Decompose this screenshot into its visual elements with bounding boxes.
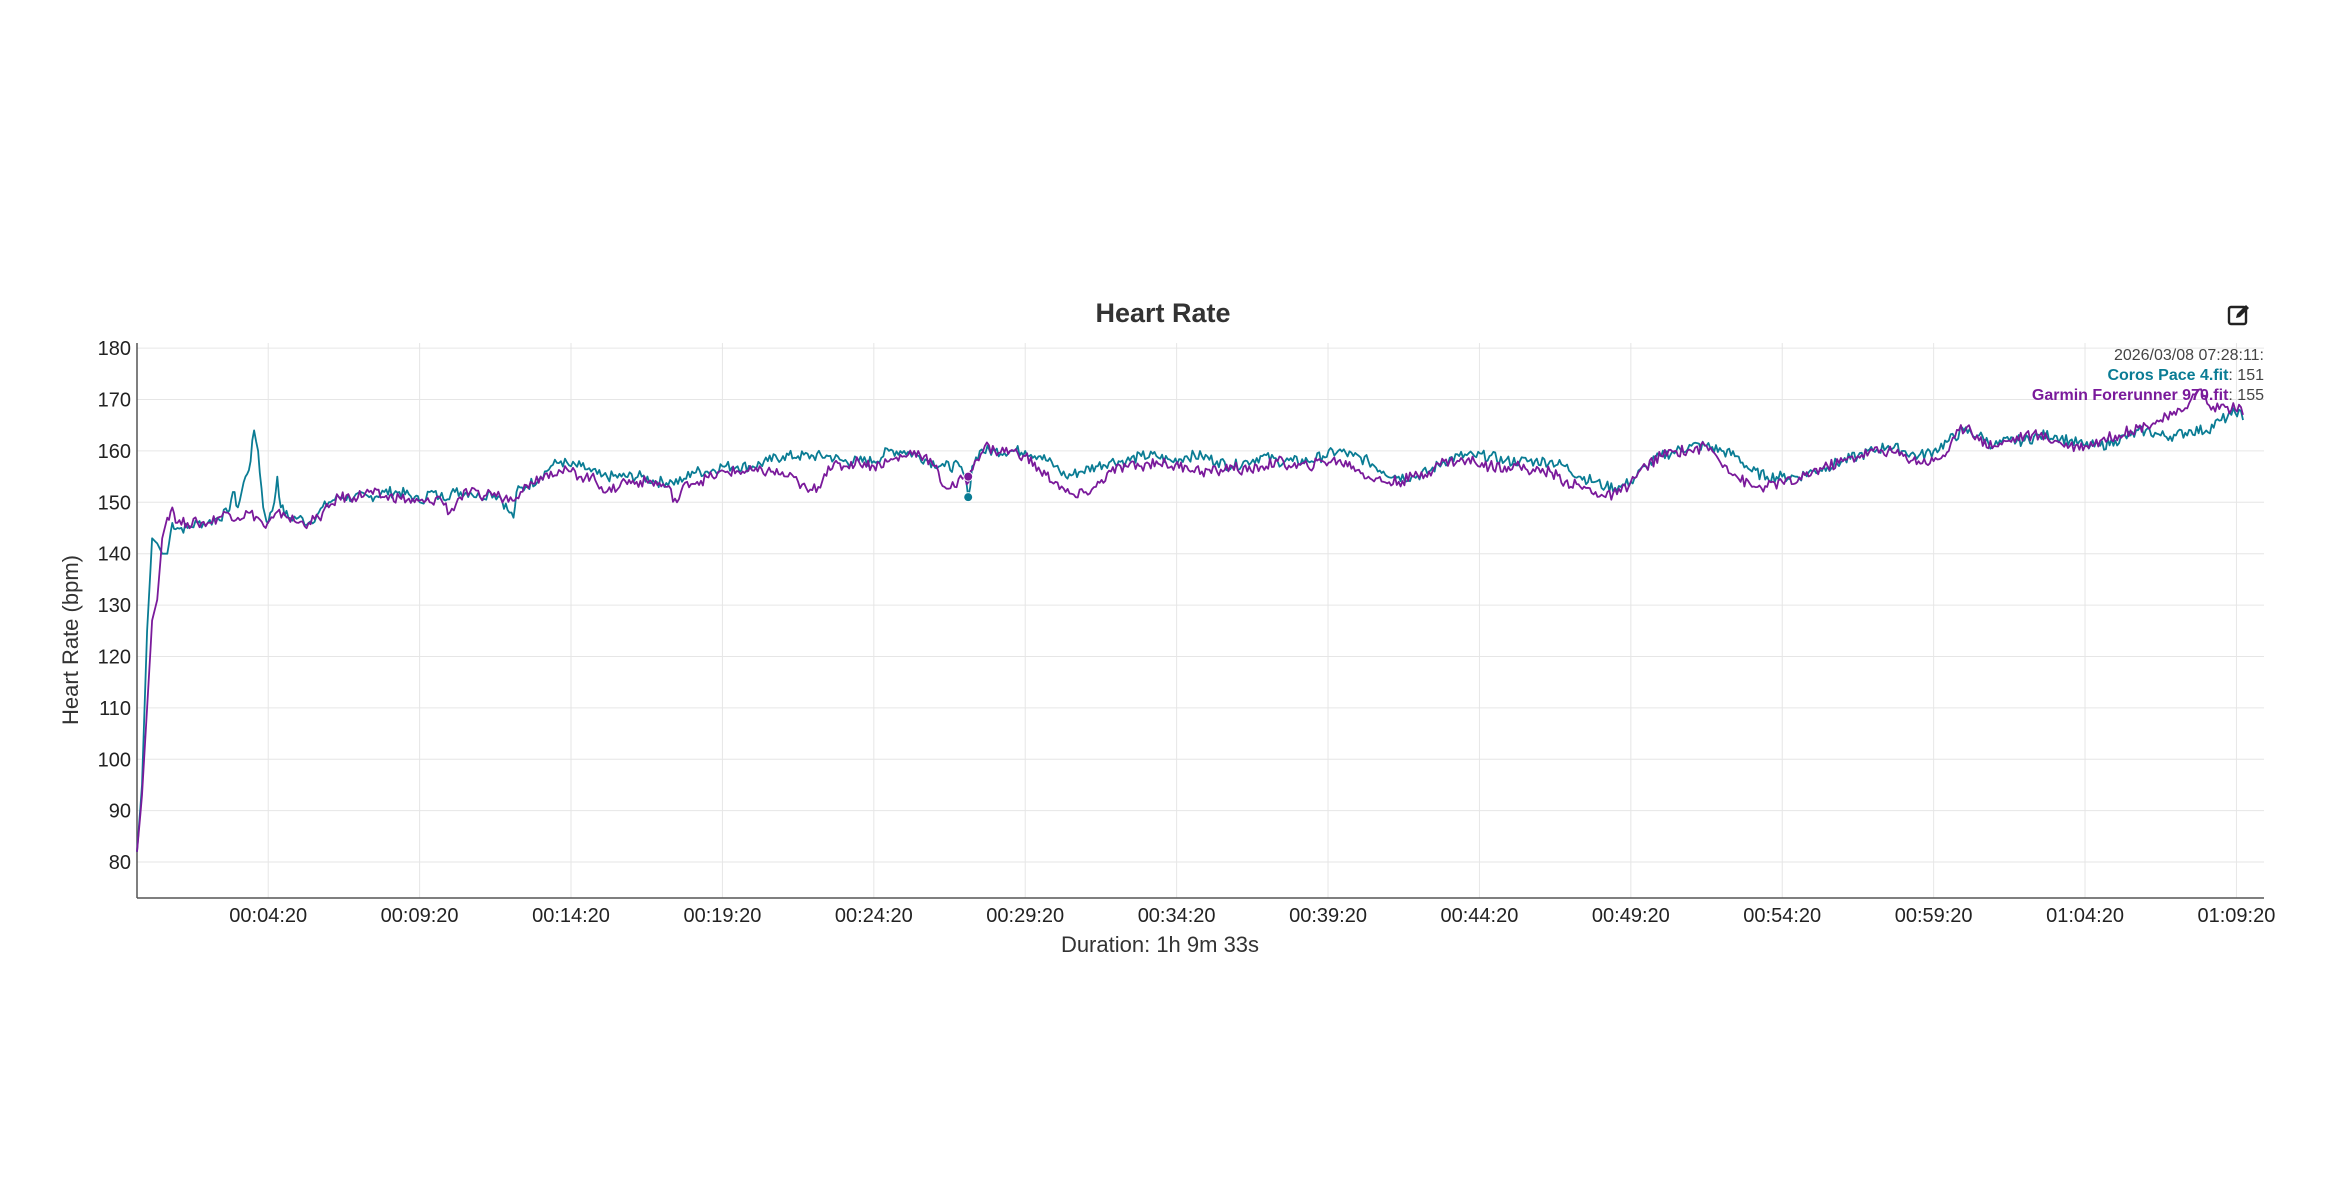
hover-point: [963, 492, 974, 503]
tooltip-row-coros: Coros Pace 4.fit: 151: [2107, 367, 2264, 384]
x-ticks: 00:04:20 00:09:20 00:14:20 00:19:20 00:24:20…: [229, 905, 2275, 927]
x-tick-label: 00:59:20: [1895, 905, 1973, 927]
chart-title: Heart Rate: [1095, 298, 1230, 328]
y-tick-label: 170: [98, 390, 131, 412]
tooltip-series-name: Garmin Forerunner 970.fit: [2032, 387, 2229, 404]
tooltip-series-value: 151: [2237, 367, 2264, 384]
tooltip: 2026/03/08 07:28:11: Coros Pace 4.fit: 1…: [2032, 347, 2264, 404]
x-tick-label: 00:34:20: [1138, 905, 1216, 927]
tooltip-timestamp: 2026/03/08 07:28:11:: [2114, 347, 2264, 364]
hover-point: [963, 471, 974, 482]
x-tick-label: 01:04:20: [2046, 905, 2124, 927]
tooltip-row-garmin: Garmin Forerunner 970.fit: 155: [2032, 387, 2264, 404]
tooltip-series-name: Coros Pace 4.fit: [2107, 367, 2229, 384]
y-tick-label: 150: [98, 492, 131, 514]
x-tick-label: 00:44:20: [1441, 905, 1519, 927]
edit-icon: [2227, 305, 2249, 326]
x-tick-label: 01:09:20: [2198, 905, 2276, 927]
series-line: [136, 388, 2244, 852]
y-tick-label: 110: [99, 698, 131, 720]
y-tick-label: 130: [98, 595, 131, 617]
y-tick-label: 120: [98, 646, 131, 668]
x-tick-label: 00:49:20: [1592, 905, 1670, 927]
x-tick-label: 00:14:20: [532, 905, 610, 927]
y-tick-label: 100: [98, 749, 131, 771]
x-axis-label: Duration: 1h 9m 33s: [1061, 932, 1259, 957]
tooltip-series-value: 155: [2237, 387, 2264, 404]
y-tick-label: 140: [98, 544, 131, 566]
y-tick-label: 160: [98, 441, 131, 463]
x-tick-label: 00:29:20: [986, 905, 1064, 927]
y-ticks: 80 90 100 110 120 130 140 150 160 170 180: [98, 338, 131, 874]
x-tick-label: 00:39:20: [1289, 905, 1367, 927]
x-tick-label: 00:19:20: [683, 905, 761, 927]
grid: [137, 343, 2264, 898]
y-tick-label: 180: [98, 338, 131, 360]
edit-chart-button[interactable]: [2222, 298, 2256, 332]
series: [136, 388, 2244, 852]
series-line: [136, 407, 2244, 852]
x-tick-label: 00:04:20: [229, 905, 307, 927]
y-tick-label: 80: [109, 852, 131, 874]
hover-cursor: [963, 471, 974, 503]
y-axis-label: Heart Rate (bpm): [58, 555, 83, 725]
axes: [136, 343, 2264, 899]
x-tick-label: 00:54:20: [1743, 905, 1821, 927]
x-tick-label: 00:24:20: [835, 905, 913, 927]
y-tick-label: 90: [109, 801, 131, 823]
x-tick-label: 00:09:20: [381, 905, 459, 927]
